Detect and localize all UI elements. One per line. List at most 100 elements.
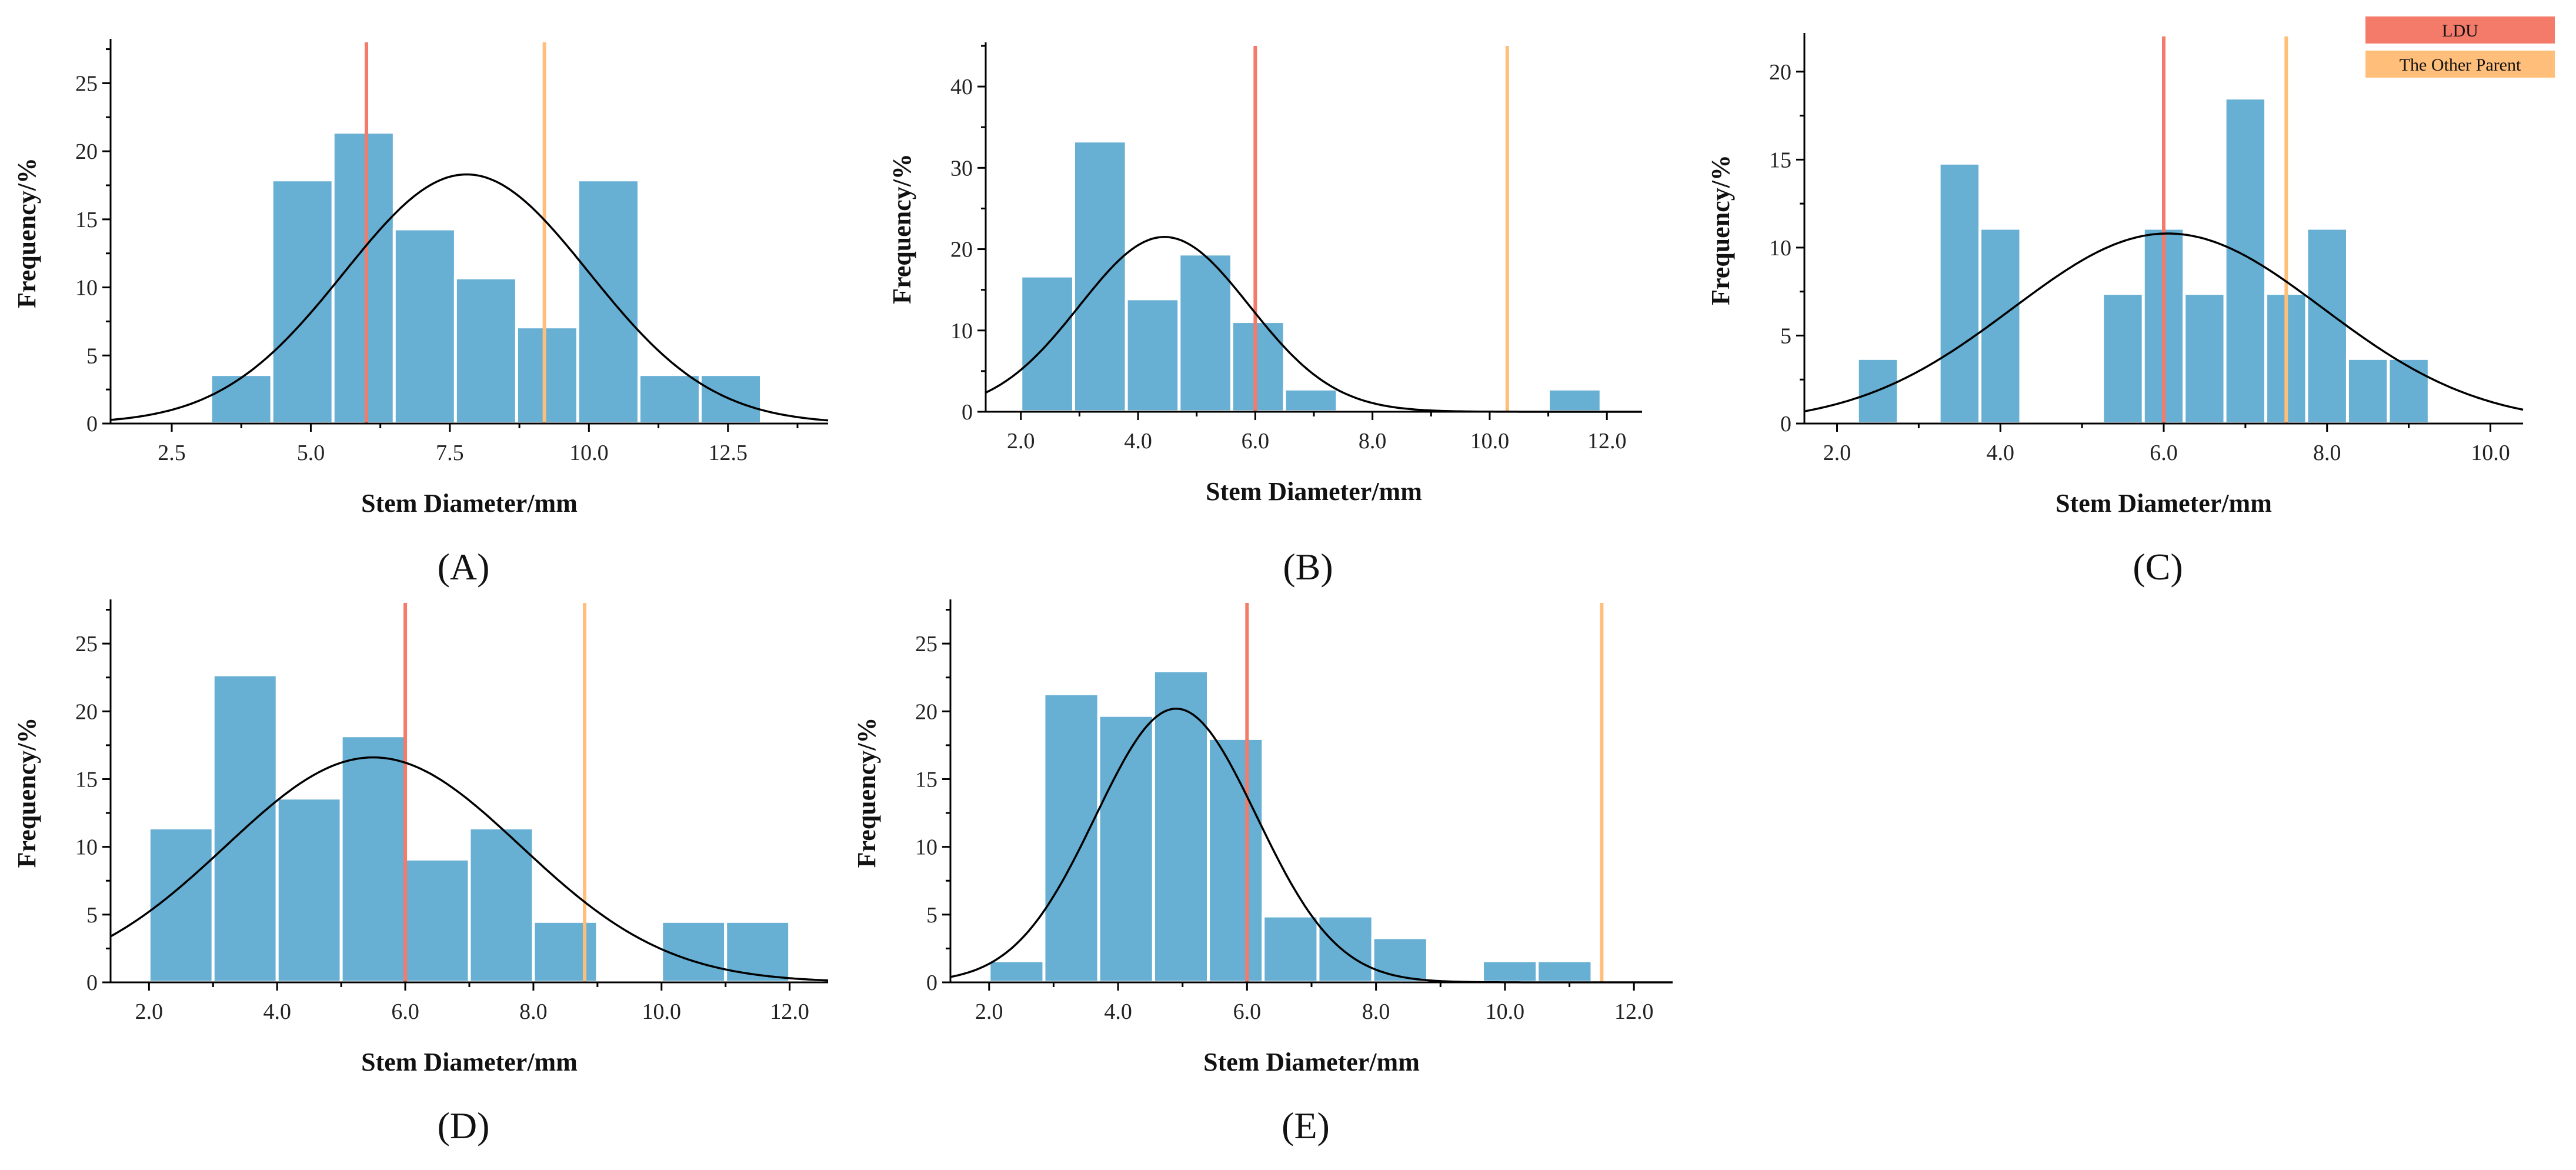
histogram-bar: [270, 178, 335, 425]
panel-label: (B): [1283, 546, 1333, 588]
chart-panel: 0 5 10 15 20 25 2.5 5.0 7.5 10.0 12.5 Stem Diameter…: [12, 39, 829, 588]
y-tick-label: 15: [75, 767, 98, 792]
chart-panel: 0 5 10 15 20 2.0 4.0 6.0 8.0 10.0 Stem Diameter/mm…: [1706, 33, 2524, 588]
histogram-bar: [2387, 356, 2431, 425]
y-tick-label: 10: [75, 276, 98, 301]
x-tick-label: 7.5: [436, 441, 464, 465]
histogram-bar: [403, 857, 471, 984]
histogram-bar: [275, 796, 343, 984]
y-tick-label: 30: [950, 156, 973, 181]
histogram-bars: [209, 131, 763, 425]
y-tick-label: 0: [1780, 412, 1791, 436]
y-tick-label: 25: [75, 71, 98, 96]
y-axis-label: Frequency/%: [852, 718, 881, 868]
x-tick-label: 10.0: [1470, 429, 1510, 454]
histogram-bar: [1125, 297, 1181, 414]
x-axis-label: Stem Diameter/mm: [2056, 489, 2272, 518]
chart-panel: 0 5 10 15 20 25 2.0 4.0 6.0 8.0 10.0 12.0 Stem Diame…: [12, 599, 829, 1146]
x-tick-label: 8.0: [1362, 999, 1390, 1024]
panel-label: (A): [438, 546, 490, 588]
histogram-bar: [1481, 959, 1539, 984]
x-tick-label: 8.0: [519, 999, 548, 1024]
y-tick-label: 15: [1769, 148, 1791, 172]
x-tick-label: 12.0: [1614, 999, 1654, 1024]
x-tick-label: 2.5: [158, 441, 186, 465]
y-tick-label: 40: [950, 75, 973, 99]
y-tick-label: 25: [915, 632, 937, 656]
histogram-bars: [987, 669, 1594, 984]
panel-label: (C): [2133, 546, 2183, 588]
y-tick-label: 5: [86, 903, 98, 928]
histogram-bar: [1316, 914, 1374, 984]
chart-panel: 0 5 10 15 20 25 2.0 4.0 6.0 8.0 10.0 12.0 Stem Diame…: [852, 599, 1673, 1146]
histogram-bar: [660, 919, 728, 984]
panel-label: (E): [1282, 1105, 1330, 1146]
y-axis-label: Frequency/%: [12, 158, 41, 308]
histogram-bar: [2305, 226, 2349, 425]
histogram-bar: [2183, 292, 2227, 425]
histogram-bar: [987, 959, 1046, 984]
y-tick-label: 5: [86, 344, 98, 368]
histogram-bar: [331, 131, 396, 425]
y-tick-label: 20: [950, 238, 973, 262]
histogram-bar: [1547, 387, 1603, 414]
legend-label-ldu: LDU: [2442, 21, 2478, 41]
x-tick-label: 8.0: [1359, 429, 1387, 454]
y-tick-label: 15: [915, 767, 937, 792]
histogram-bar: [515, 325, 579, 425]
histogram-bar: [468, 826, 535, 984]
histogram-bar: [1042, 692, 1100, 984]
x-tick-label: 10.0: [569, 441, 609, 465]
histogram-bar: [576, 178, 640, 425]
histogram-bar: [1283, 387, 1339, 414]
histogram-bar: [637, 373, 702, 425]
y-tick-label: 5: [1780, 324, 1791, 348]
histogram-bar: [532, 919, 599, 984]
histogram-bar: [1230, 320, 1286, 414]
x-tick-label: 4.0: [263, 999, 291, 1024]
y-tick-label: 20: [75, 139, 98, 164]
y-tick-label: 15: [75, 208, 98, 232]
histogram-bars: [1856, 96, 2431, 425]
histogram-bar: [339, 734, 407, 984]
legend-swatch-other-parent: [2365, 51, 2555, 78]
x-tick-label: 10.0: [2471, 441, 2510, 465]
normal-fit-curve: [110, 173, 829, 422]
histogram-bar: [1177, 252, 1233, 414]
histogram-bar: [392, 227, 457, 425]
y-axis-label: Frequency/%: [12, 718, 41, 868]
y-tick-label: 20: [1769, 60, 1791, 85]
x-tick-label: 4.0: [1104, 999, 1132, 1024]
y-tick-label: 10: [950, 319, 973, 344]
x-tick-label: 10.0: [642, 999, 682, 1024]
y-tick-label: 20: [75, 699, 98, 724]
x-tick-label: 6.0: [1233, 999, 1262, 1024]
y-axis-label: Frequency/%: [1706, 155, 1735, 305]
panels: 0 5 10 15 20 25 2.5 5.0 7.5 10.0 12.5 Stem Diameter…: [12, 33, 2524, 1146]
normal-fit-curve: [110, 756, 829, 982]
histogram-bar: [453, 276, 518, 425]
x-tick-label: 12.5: [709, 441, 748, 465]
x-axis-label: Stem Diameter/mm: [361, 489, 578, 518]
x-tick-label: 4.0: [1124, 429, 1152, 454]
histogram-bar: [1207, 736, 1265, 984]
histogram-bar: [1072, 139, 1128, 414]
x-tick-label: 2.0: [135, 999, 163, 1024]
y-tick-label: 10: [1769, 236, 1791, 261]
y-tick-label: 20: [915, 699, 937, 724]
legend: LDU The Other Parent: [2365, 16, 2555, 78]
y-tick-label: 10: [915, 835, 937, 860]
x-tick-label: 5.0: [297, 441, 325, 465]
x-tick-label: 12.0: [770, 999, 809, 1024]
x-tick-label: 4.0: [1987, 441, 2015, 465]
x-tick-label: 2.0: [1007, 429, 1035, 454]
x-tick-label: 8.0: [2313, 441, 2341, 465]
histogram-bar: [209, 373, 273, 425]
chart-panel: 0 10 20 30 40 2.0 4.0 6.0 8.0 10.0 12.0 Stem Diamet…: [887, 42, 1642, 588]
y-tick-label: 0: [86, 412, 98, 436]
y-tick-label: 0: [86, 971, 98, 995]
histogram-bar: [1978, 226, 2023, 425]
normal-fit-curve: [1804, 232, 2524, 412]
y-tick-label: 5: [926, 903, 937, 928]
